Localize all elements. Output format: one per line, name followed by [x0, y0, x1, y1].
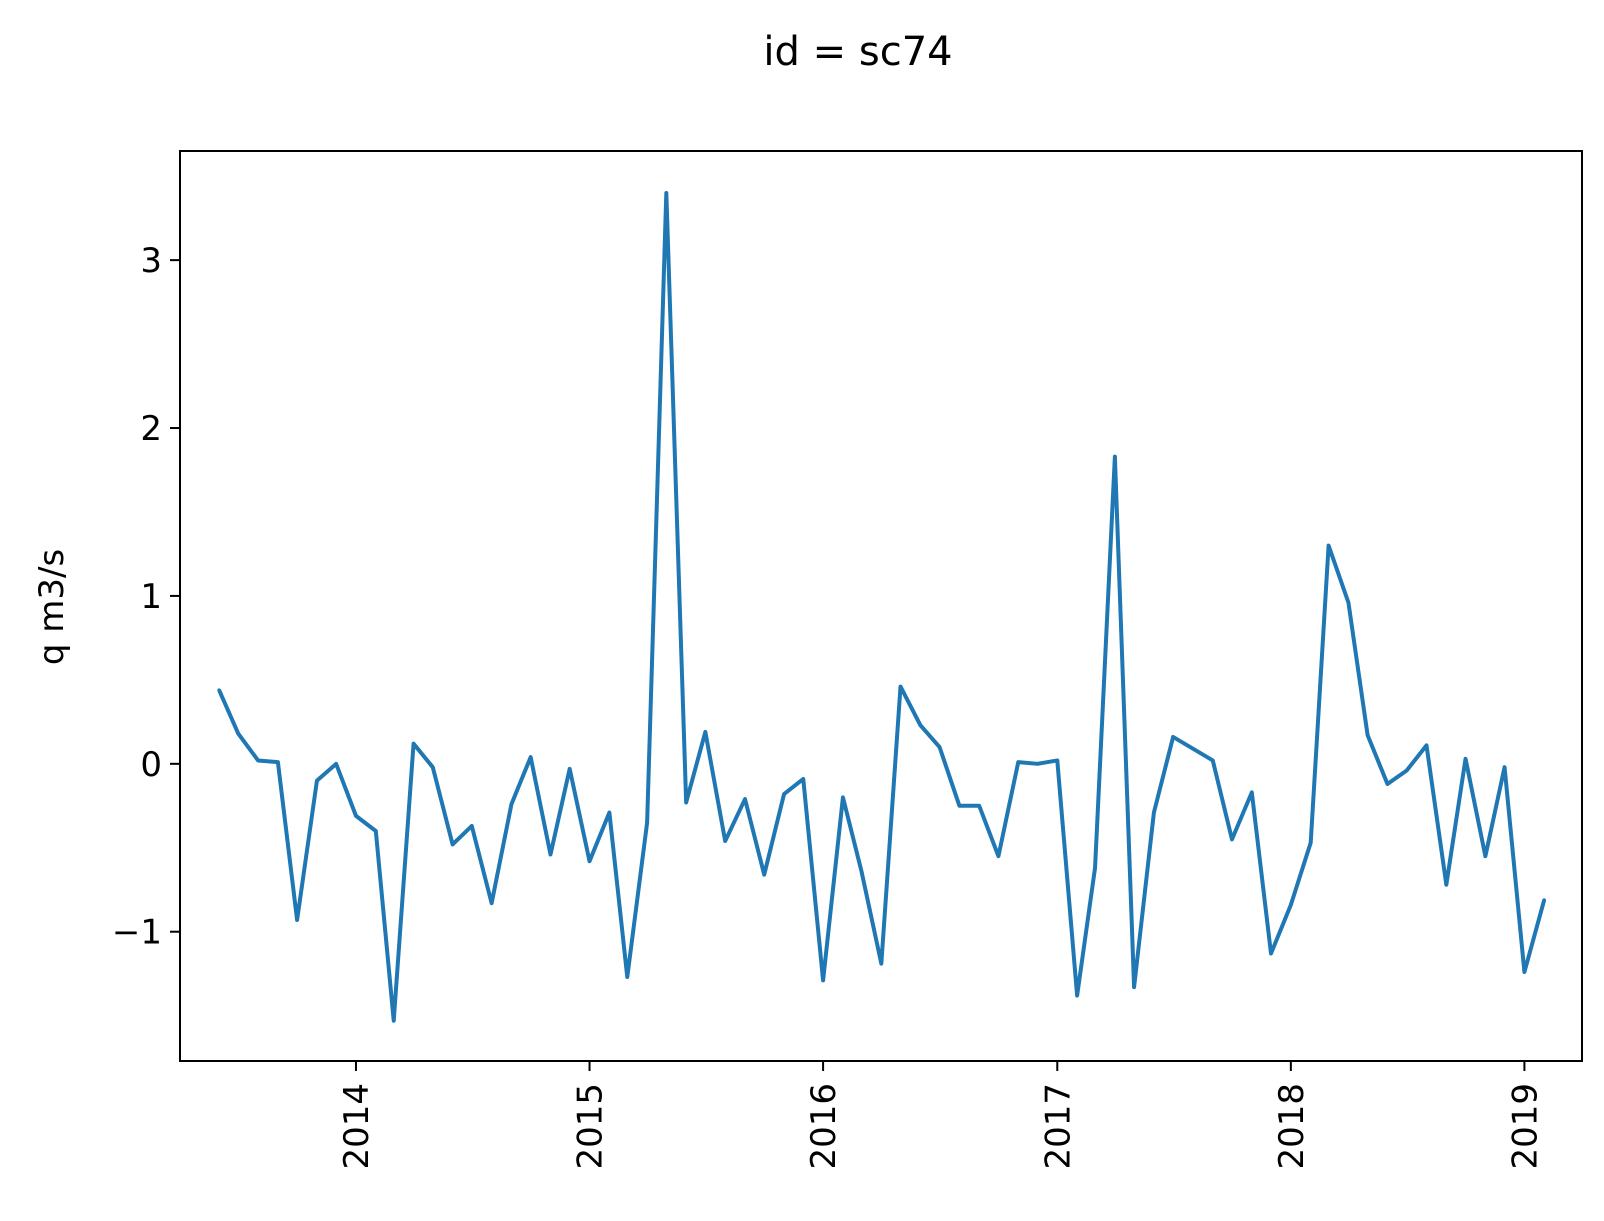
data-point	[1289, 903, 1293, 907]
data-point	[782, 792, 786, 796]
y-tick-label: 1	[140, 577, 162, 617]
data-point	[1502, 765, 1507, 769]
y-tick-label: 0	[140, 745, 162, 785]
data-point	[470, 824, 474, 828]
data-point	[879, 962, 883, 966]
data-point	[568, 767, 572, 771]
data-point	[529, 755, 533, 759]
data-point	[334, 762, 338, 766]
y-tick-label: 3	[140, 241, 162, 281]
data-point	[937, 745, 942, 749]
data-point	[723, 839, 727, 843]
x-tick-label: 2018	[1272, 1083, 1312, 1170]
data-point	[1055, 758, 1059, 763]
x-tick-label: 2015	[571, 1083, 611, 1170]
data-point	[1191, 747, 1195, 751]
data-point	[801, 777, 805, 781]
data-point	[509, 802, 514, 806]
data-point	[1405, 768, 1409, 773]
data-point	[625, 975, 629, 979]
data-point	[821, 978, 825, 983]
data-point	[295, 918, 299, 922]
data-point	[256, 758, 260, 763]
data-point	[859, 869, 864, 873]
data-point	[957, 804, 961, 808]
data-point	[898, 684, 903, 689]
data-point	[1309, 841, 1313, 845]
data-point	[996, 854, 1001, 858]
data-point	[1250, 790, 1254, 794]
data-point	[1366, 733, 1370, 737]
data-point	[841, 795, 845, 800]
data-point	[450, 842, 455, 847]
data-point	[1035, 762, 1040, 766]
data-point	[645, 820, 649, 825]
data-point	[1093, 866, 1097, 870]
chart-title: id = sc74	[763, 29, 952, 75]
y-tick-label: 2	[140, 409, 162, 449]
data-point	[1346, 601, 1351, 605]
data-point	[392, 1019, 396, 1023]
data-point	[977, 804, 981, 808]
data-point	[607, 810, 611, 815]
data-point	[276, 760, 280, 764]
data-point	[762, 873, 766, 877]
data-point	[490, 901, 494, 905]
data-point	[1016, 760, 1020, 764]
data-point	[1463, 757, 1468, 761]
data-point	[1424, 743, 1429, 747]
data-point	[1230, 837, 1234, 841]
data-point	[587, 859, 592, 863]
x-axis: 2014 2015 2016 2017 2018 2019	[337, 1061, 1545, 1170]
x-tick-label: 2014	[337, 1083, 377, 1170]
plot-frame	[179, 150, 1583, 1062]
data-point	[548, 852, 553, 857]
data-point	[1483, 854, 1487, 858]
data-point	[1542, 898, 1546, 902]
data-point	[236, 732, 240, 736]
data-point	[1152, 810, 1156, 815]
data-point	[374, 829, 378, 833]
data-point	[1327, 543, 1331, 548]
data-point	[664, 191, 668, 195]
data-point	[217, 688, 221, 692]
data-point	[1522, 970, 1527, 974]
y-tick-label: −1	[112, 913, 162, 953]
data-point	[315, 779, 319, 783]
y-axis: −1 0 1 2 3	[112, 241, 180, 953]
data-point	[684, 800, 688, 805]
data-point	[1171, 735, 1175, 739]
data-point	[1075, 993, 1079, 998]
plot-area	[217, 190, 1547, 1023]
data-point	[743, 797, 747, 801]
data-point	[703, 730, 707, 734]
data-point	[431, 765, 435, 769]
data-point	[411, 742, 416, 746]
data-point	[1113, 454, 1117, 459]
data-point	[1269, 951, 1273, 956]
x-tick-label: 2016	[804, 1083, 844, 1170]
data-point	[918, 723, 922, 727]
data-point	[1385, 782, 1390, 786]
data-point	[354, 814, 358, 818]
y-axis-label: q m3/s	[32, 549, 72, 665]
data-point	[1211, 758, 1215, 763]
data-point	[1132, 985, 1136, 989]
x-tick-label: 2017	[1038, 1083, 1078, 1170]
data-point	[1444, 883, 1448, 887]
x-tick-label: 2019	[1505, 1083, 1545, 1170]
